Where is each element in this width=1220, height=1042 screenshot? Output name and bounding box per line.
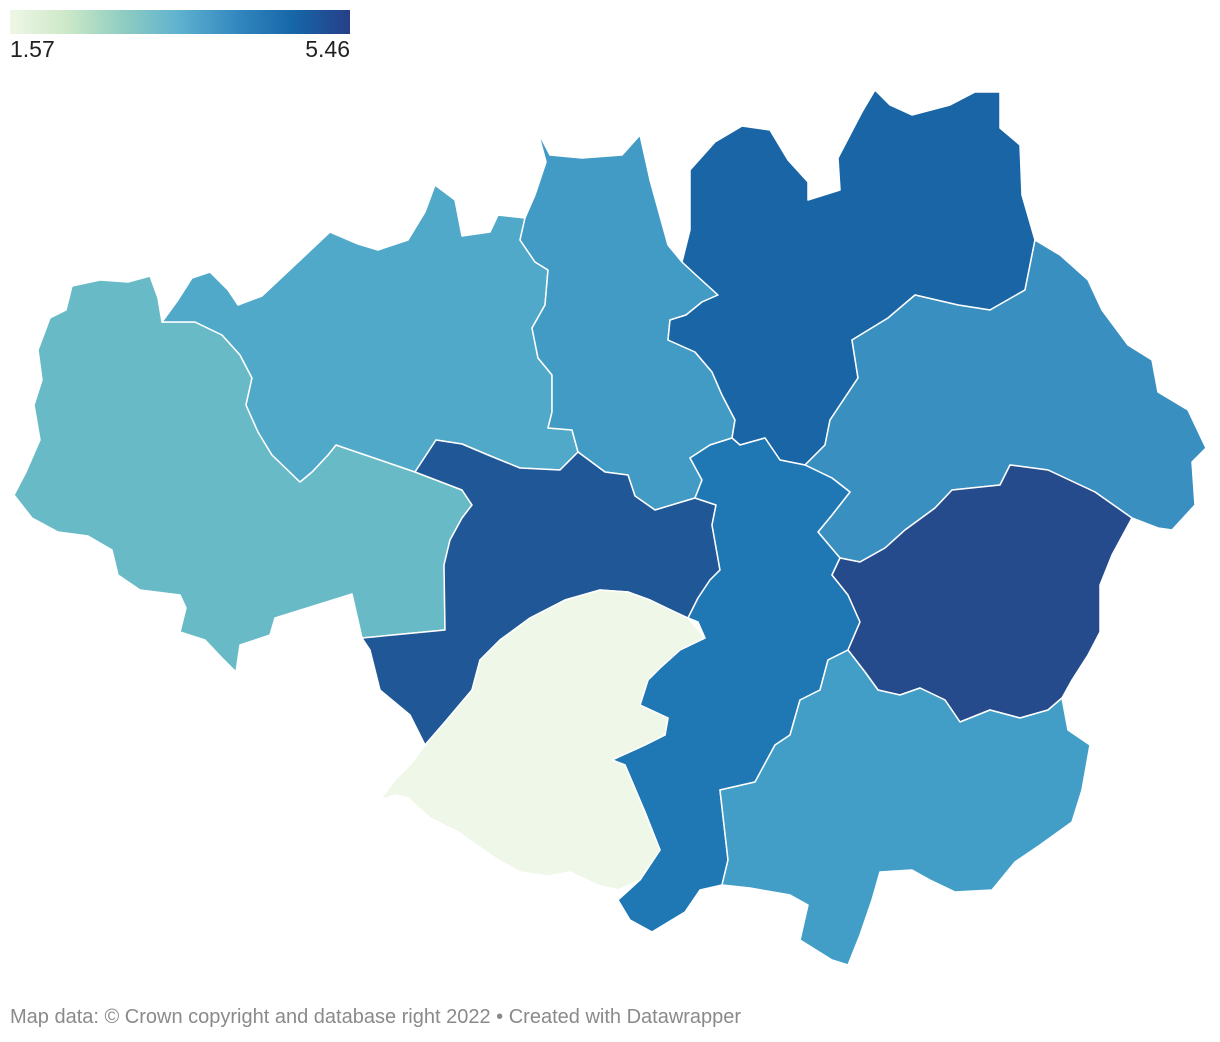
map-footer: Map data: © Crown copyright and database…	[10, 1006, 741, 1029]
legend-labels: 1.57 5.46	[10, 34, 350, 64]
region-trafford[interactable]	[379, 589, 706, 891]
region-stockport[interactable]	[719, 649, 1091, 966]
footer-separator: •	[496, 1006, 504, 1028]
legend-max-label: 5.46	[305, 36, 350, 62]
map-source-text: Map data: © Crown copyright and database…	[10, 1006, 491, 1028]
color-legend: 1.57 5.46	[10, 10, 350, 64]
region-manchester[interactable]	[611, 437, 861, 933]
legend-gradient-bar	[10, 10, 350, 34]
legend-min-label: 1.57	[10, 36, 55, 62]
datawrapper-credit: Created with Datawrapper	[508, 1006, 742, 1028]
